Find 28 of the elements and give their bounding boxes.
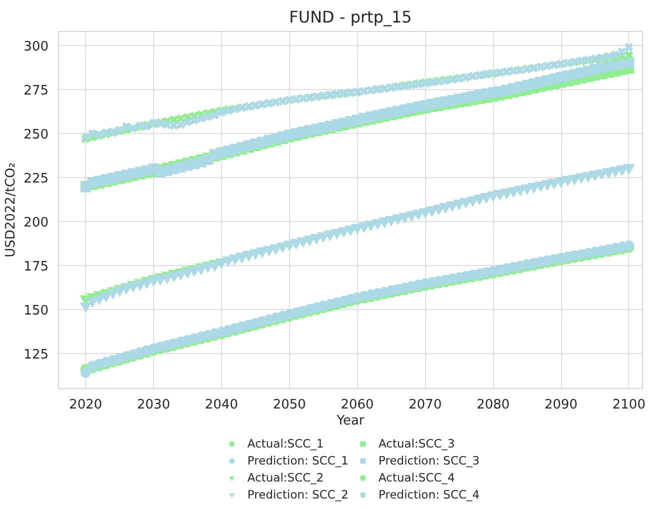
y-tick-label: 150 <box>24 303 49 318</box>
legend-label: Prediction: SCC_4 <box>378 488 480 502</box>
legend-label: Actual:SCC_3 <box>378 436 455 450</box>
legend-label: Prediction: SCC_1 <box>247 454 348 468</box>
x-tick-label: 2070 <box>408 398 442 412</box>
x-tick-label: 2100 <box>612 398 646 412</box>
legend-label: Prediction: SCC_2 <box>247 488 348 502</box>
y-tick-label: 225 <box>24 171 49 186</box>
legend-label: Actual:SCC_1 <box>247 436 324 450</box>
legend-label: Prediction: SCC_3 <box>378 454 480 468</box>
y-axis-title: USD2022/tCO₂ <box>4 162 19 258</box>
y-tick-label: 250 <box>24 128 49 142</box>
legend-label: Actual:SCC_2 <box>247 470 324 484</box>
x-tick-label: 2050 <box>272 398 306 412</box>
y-tick-label: 275 <box>24 84 49 99</box>
x-tick-label: 2020 <box>69 398 102 412</box>
y-tick-label: 300 <box>24 40 49 55</box>
x-tick-label: 2090 <box>544 398 578 412</box>
x-tick-label: 2040 <box>204 398 238 412</box>
x-tick-label: 2080 <box>476 398 510 412</box>
legend-label: Actual:SCC_4 <box>378 470 455 484</box>
x-axis-title: Year <box>336 414 365 428</box>
x-tick-label: 2030 <box>137 398 170 412</box>
y-tick-label: 125 <box>24 347 49 362</box>
y-tick-label: 175 <box>24 259 49 274</box>
y-tick-label: 200 <box>24 215 49 230</box>
chart-title: FUND - prtp_15 <box>289 8 412 26</box>
x-tick-label: 2060 <box>340 398 374 412</box>
